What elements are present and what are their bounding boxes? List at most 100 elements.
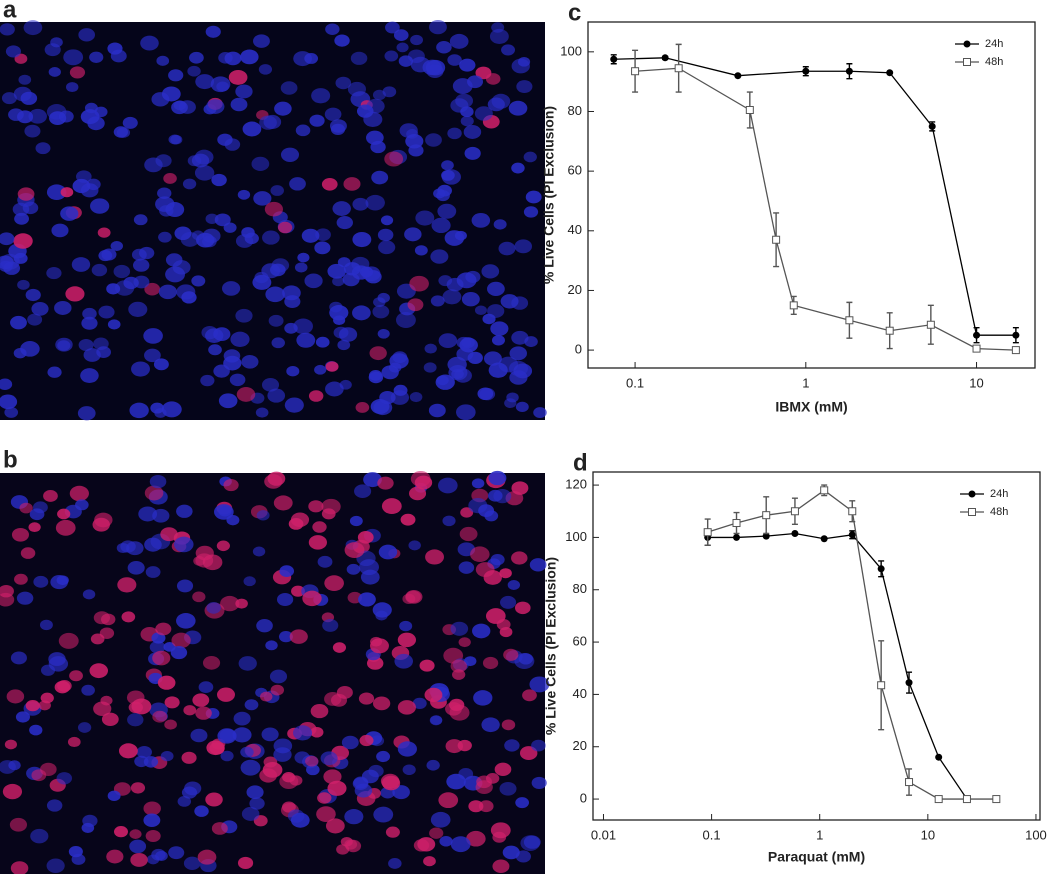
cell [474, 106, 493, 121]
cell [380, 215, 394, 226]
cell [235, 84, 253, 99]
cell [13, 233, 33, 249]
cell [405, 134, 424, 149]
cell [63, 49, 84, 66]
cell [14, 573, 28, 585]
cell [28, 108, 47, 124]
cell [332, 642, 347, 653]
cell [370, 638, 389, 654]
cell [29, 724, 43, 736]
cell [140, 35, 159, 51]
cell [144, 282, 161, 296]
cell [284, 397, 304, 413]
y-tick-label: 0 [575, 342, 582, 357]
x-tick-label: 100 [1025, 827, 1047, 842]
cell [129, 839, 147, 854]
cell [492, 859, 510, 874]
cell [370, 140, 386, 154]
cell [143, 801, 161, 816]
cell [483, 351, 502, 366]
data-point [791, 529, 799, 537]
cell [410, 56, 431, 73]
cell [69, 66, 86, 79]
cell [144, 485, 164, 501]
cell [200, 374, 215, 387]
cell [437, 477, 458, 494]
cell [354, 484, 372, 499]
cell [60, 187, 74, 198]
cell [447, 54, 462, 66]
cell [332, 276, 345, 287]
cell [46, 858, 65, 874]
cell [482, 313, 496, 325]
cell [57, 508, 71, 520]
cell [459, 526, 478, 542]
cell [273, 495, 293, 511]
data-point [610, 55, 618, 63]
cell [223, 222, 237, 233]
cell [350, 51, 368, 65]
data-point [905, 778, 914, 787]
cell [218, 393, 238, 409]
cell [228, 69, 248, 85]
y-tick-label: 60 [573, 634, 587, 649]
cell [32, 501, 48, 514]
cell [305, 755, 319, 767]
legend-marker [963, 58, 971, 66]
cell [436, 41, 452, 54]
cell [209, 742, 225, 755]
cell [28, 522, 41, 533]
cell [450, 621, 469, 636]
cell [430, 811, 451, 828]
cell [229, 373, 246, 387]
data-point [745, 105, 754, 114]
panel-label: c [568, 0, 581, 26]
cell [412, 697, 427, 710]
data-point [934, 795, 943, 804]
cell [93, 337, 109, 350]
y-tick-label: 20 [573, 738, 587, 753]
cell [490, 553, 505, 566]
cell [164, 696, 180, 709]
cell [479, 387, 496, 401]
cell [523, 206, 539, 218]
cell [134, 755, 149, 768]
cell [501, 44, 516, 56]
cell [325, 381, 344, 397]
cell [450, 836, 471, 853]
cell [472, 623, 491, 639]
cell [206, 99, 225, 114]
cell [450, 98, 469, 113]
cell [296, 332, 316, 348]
data-point [926, 320, 935, 329]
cell [308, 500, 324, 513]
cell [301, 228, 320, 243]
cell [438, 333, 458, 349]
cell [0, 394, 18, 410]
cell [205, 213, 219, 225]
cell [369, 346, 387, 361]
cell [409, 392, 423, 403]
cell [249, 797, 265, 810]
cell [158, 231, 172, 243]
cell [431, 217, 451, 234]
cell [194, 165, 215, 181]
y-tick-label: 40 [568, 222, 582, 237]
cell [72, 178, 91, 194]
cell [223, 478, 239, 492]
cell [337, 339, 351, 351]
cell [312, 521, 327, 533]
cell [352, 197, 369, 211]
cell [261, 727, 279, 742]
cell [372, 602, 392, 618]
cell [515, 401, 529, 413]
cell [509, 346, 527, 361]
cell [478, 800, 494, 813]
cell [341, 735, 359, 750]
cell [256, 510, 270, 521]
cell [157, 675, 176, 690]
cell [237, 856, 254, 870]
cell [143, 328, 163, 344]
cell [263, 756, 278, 768]
